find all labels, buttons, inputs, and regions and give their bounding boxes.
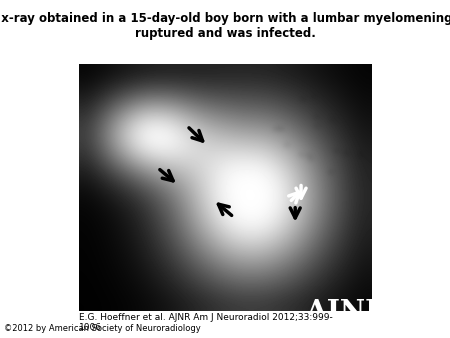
Text: E.G. Hoeffner et al. AJNR Am J Neuroradiol 2012;33:999-
1006: E.G. Hoeffner et al. AJNR Am J Neuroradi… <box>79 313 333 332</box>
Text: AJNR: AJNR <box>305 299 388 326</box>
Text: Lateral skull x-ray obtained in a 15-day-old boy born with a lumbar myelomeningo: Lateral skull x-ray obtained in a 15-day… <box>0 12 450 40</box>
Text: AMERICAN JOURNAL OF NEURORADIOLOGY: AMERICAN JOURNAL OF NEURORADIOLOGY <box>288 325 405 330</box>
Text: ©2012 by American Society of Neuroradiology: ©2012 by American Society of Neuroradiol… <box>4 324 201 333</box>
